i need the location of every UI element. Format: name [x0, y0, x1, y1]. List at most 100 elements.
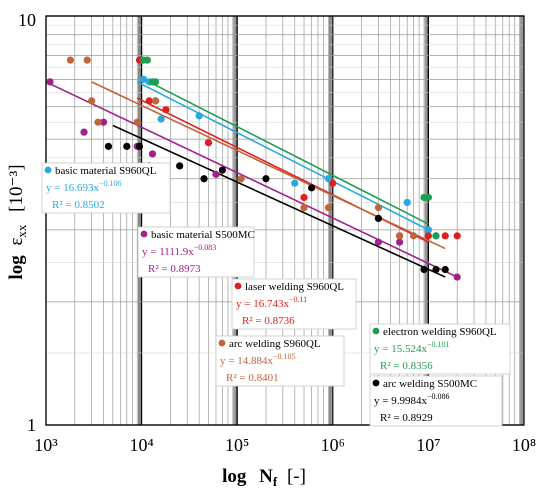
annotation-box [137, 226, 255, 278]
trend-equation: y = 14.884x−0.105 [220, 352, 295, 367]
data-point-series-5 [374, 214, 383, 222]
data-point-series-1 [46, 78, 54, 86]
r-squared: R² = 0.8736 [242, 315, 295, 327]
legend-marker [218, 339, 226, 347]
data-point-series-3 [300, 204, 308, 212]
data-point-series-3 [374, 204, 383, 212]
annotation-box [215, 335, 345, 387]
data-point-series-0 [403, 198, 411, 207]
data-point-series-2 [453, 232, 461, 240]
legend-marker [44, 166, 52, 174]
series-name: electron welding S960QL [383, 326, 497, 338]
y-tick-label: 10 [18, 10, 36, 30]
data-point-series-1 [99, 118, 108, 126]
trend-equation: y = 16.693x−0.106 [46, 179, 121, 194]
annotation-box [41, 162, 171, 214]
trend-equation-base: y = 16.743x [236, 298, 289, 310]
x-tick-label: 10³ [34, 435, 58, 455]
trend-equation-exponent: −0.101 [427, 340, 450, 349]
data-point-series-5 [307, 184, 316, 192]
trend-equation-base: y = 1111.9x [142, 246, 194, 258]
trend-equation: y = 1111.9x−0.083 [142, 243, 216, 258]
series-annotations: basic material S960QL y = 16.693x−0.106 R²… [41, 162, 511, 427]
data-point-series-3 [151, 97, 160, 105]
data-point-series-5 [441, 265, 449, 274]
trend-equation-base: y = 16.693x [46, 182, 99, 194]
y-axis-label-sub: xx [14, 224, 29, 238]
data-point-series-5 [200, 175, 208, 183]
annotation-box [369, 323, 511, 375]
data-point-series-3 [133, 118, 141, 126]
r-squared: R² = 0.8929 [380, 412, 433, 424]
series-name: arc welding S500MC [383, 378, 477, 390]
x-axis-label: log Nf [-] [222, 466, 306, 491]
trend-equation: y = 15.524x−0.101 [374, 340, 449, 355]
data-point-series-3 [396, 232, 404, 240]
data-point-series-4 [143, 56, 152, 64]
data-point-series-5 [135, 142, 144, 150]
data-point-series-5 [104, 142, 113, 150]
data-point-series-1 [374, 238, 383, 246]
data-point-series-2 [424, 232, 432, 240]
data-point-series-3 [237, 175, 245, 183]
x-tick-label: 10⁸ [512, 435, 536, 455]
trend-equation: y = 16.743x−0.11 [236, 295, 307, 310]
data-point-series-5 [432, 265, 440, 274]
data-point-series-3 [88, 97, 96, 105]
annotation-box [369, 375, 503, 427]
data-points [46, 56, 461, 281]
data-point-series-2 [441, 232, 449, 240]
data-point-series-2 [300, 193, 308, 202]
r-squared: R² = 0.8401 [226, 372, 279, 384]
data-point-series-4 [432, 232, 440, 240]
data-point-series-0 [195, 112, 203, 120]
series-name: basic material S500MC [151, 229, 255, 241]
data-point-series-1 [148, 150, 157, 158]
annotation-series-3: arc welding S960QL y = 14.884x−0.105 R² = … [215, 335, 345, 387]
plot-frame [45, 15, 525, 426]
data-point-series-5 [218, 166, 226, 174]
data-point-series-0 [424, 226, 432, 234]
data-point-series-0 [140, 75, 148, 83]
r-squared: R² = 0.8502 [52, 199, 105, 211]
data-point-series-3 [66, 56, 75, 64]
trendline-series-5 [112, 124, 446, 278]
x-axis-label-var: N [259, 466, 273, 487]
data-point-series-1 [212, 170, 220, 178]
trend-equation: y = 9.9984x−0.086 [374, 392, 449, 407]
legend-marker [140, 230, 148, 238]
trend-equation-base: y = 15.524x [374, 343, 427, 355]
annotation-series-5: arc welding S500MC y = 9.9984x−0.086 R² = … [369, 375, 503, 427]
annotation-box [231, 278, 357, 330]
trend-equation-exponent: −0.106 [99, 179, 122, 188]
x-tick-label: 10⁴ [129, 435, 153, 455]
data-point-series-2 [162, 106, 170, 114]
y-tick-label: 1 [27, 415, 36, 435]
x-tick-label: 10⁷ [416, 435, 440, 455]
r-squared: R² = 0.8356 [380, 360, 433, 372]
trend-equation-exponent: −0.083 [194, 243, 217, 252]
data-point-series-0 [324, 175, 333, 183]
data-point-series-2 [145, 97, 153, 105]
tick-labels: 10³ 10⁴ 10⁵ 10⁶ 10⁷ 10⁸ 1 10 [18, 10, 536, 455]
y-axis-label-unit: [10⁻³] [6, 164, 27, 211]
series-name: arc welding S960QL [229, 338, 321, 350]
trend-equation-exponent: −0.086 [427, 392, 450, 401]
y-axis-label-var: ε [6, 238, 27, 246]
data-point-series-3 [324, 204, 333, 212]
series-name: basic material S960QL [55, 165, 157, 177]
data-point-series-1 [396, 238, 404, 246]
y-axis-label: log εxx [10⁻³] [6, 164, 31, 279]
data-point-series-5 [420, 265, 428, 274]
data-point-series-1 [80, 128, 88, 136]
r-squared: R² = 0.8973 [148, 263, 201, 275]
trend-equation-base: y = 14.884x [220, 355, 273, 367]
data-point-series-0 [291, 179, 299, 187]
series-name: laser welding S960QL [245, 281, 344, 293]
data-point-series-3 [94, 118, 102, 126]
x-tick-label: 10⁵ [225, 435, 249, 455]
trendline-series-3 [91, 81, 446, 250]
annotation-series-1: basic material S500MC y = 1111.9x−0.083 R²… [137, 226, 255, 278]
trend-equation-exponent: −0.11 [289, 295, 307, 304]
